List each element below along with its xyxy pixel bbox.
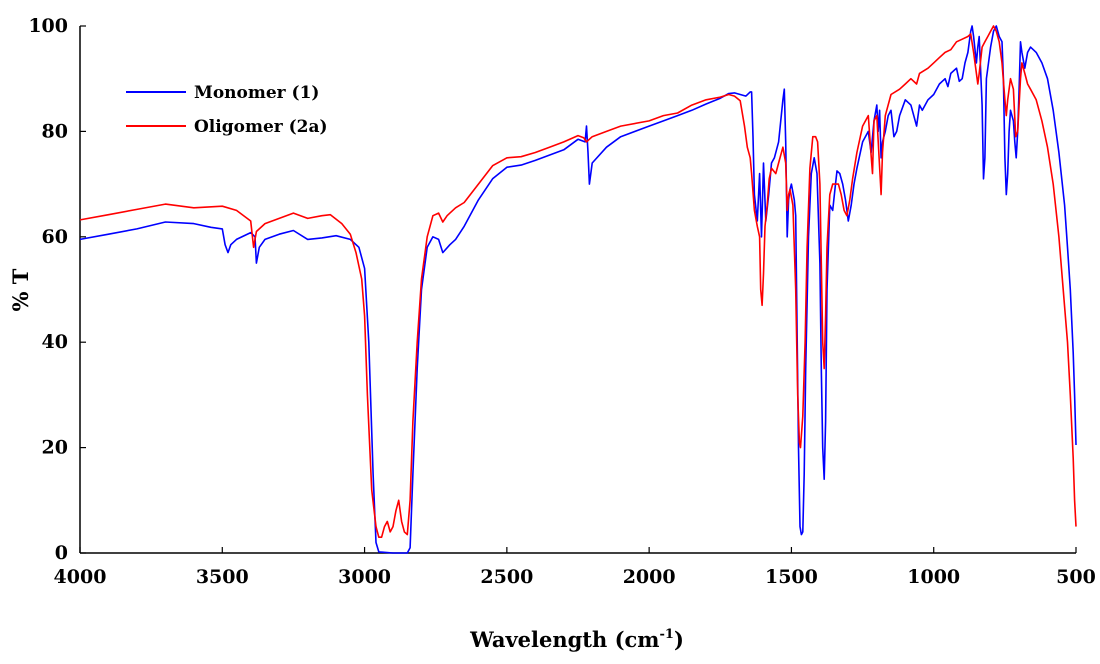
x-axis-title: Wavelength (cm-1)	[469, 627, 684, 652]
y-tick-label: 20	[42, 437, 68, 459]
y-tick-label: 80	[42, 120, 68, 142]
x-tick-label: 1000	[907, 566, 960, 588]
y-tick-label: 40	[42, 331, 68, 353]
x-tick-label: 2000	[623, 566, 676, 588]
x-axis-title-superscript: -1	[660, 627, 674, 642]
legend-label: Monomer (1)	[194, 83, 319, 103]
x-tick-label: 3500	[196, 566, 249, 588]
axes-layer: 0 20 40 60 80 100 4000 3500 3000 2500 2000 1500 1000…	[28, 15, 1096, 588]
x-tick-label: 2500	[480, 566, 533, 588]
x-tick-label: 3000	[338, 566, 391, 588]
y-axis-title: % T	[8, 268, 33, 311]
x-tick-label: 1500	[765, 566, 818, 588]
series-layer	[79, 25, 1077, 554]
x-axis-title-suffix: )	[674, 627, 684, 652]
y-tick-label: 100	[28, 15, 68, 37]
y-tick-label: 60	[42, 226, 68, 248]
series-line-oligomer	[79, 25, 1077, 538]
legend: Monomer (1) Oligomer (2a)	[126, 83, 328, 137]
y-tick-label: 0	[55, 542, 68, 564]
series-line-monomer	[79, 25, 1077, 554]
x-axis-title-main: Wavelength (cm	[469, 627, 659, 652]
x-tick-label: 500	[1056, 566, 1096, 588]
legend-label: Oligomer (2a)	[194, 117, 328, 137]
x-tick-label: 4000	[54, 566, 107, 588]
